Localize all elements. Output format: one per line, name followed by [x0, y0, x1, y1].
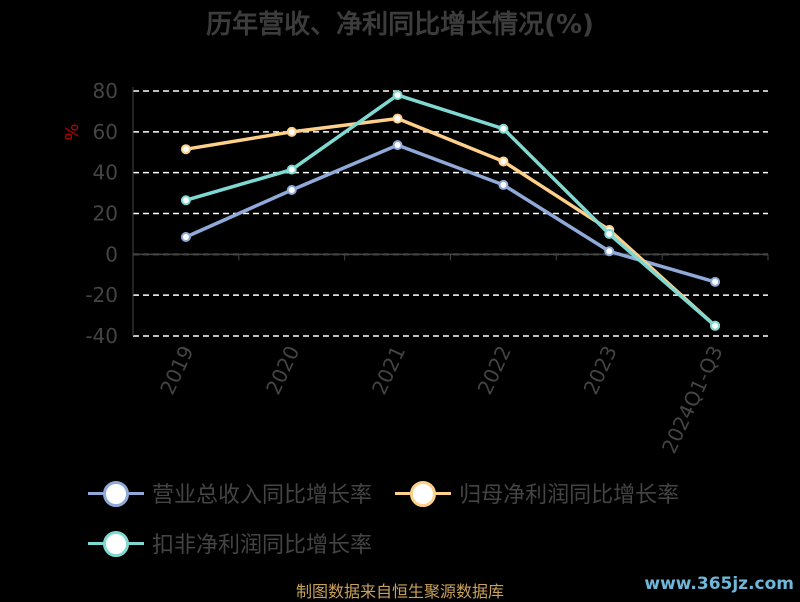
y-tick-label: 0 — [105, 242, 118, 266]
legend-swatch-deducted-profit — [88, 528, 144, 558]
y-tick-label: 80 — [93, 79, 118, 103]
legend-dot — [103, 481, 129, 507]
data-point — [180, 195, 191, 206]
legend-label-revenue: 营业总收入同比增长率 — [152, 483, 373, 508]
data-point — [286, 126, 297, 137]
legend-item-deducted-profit[interactable]: 扣非净利润同比增长率 — [88, 528, 372, 558]
data-point — [286, 164, 297, 175]
y-tick-label: -40 — [85, 324, 118, 348]
data-point — [710, 276, 721, 287]
data-point — [392, 140, 403, 151]
data-point — [604, 246, 615, 257]
y-tick-label: 40 — [93, 161, 118, 185]
legend: 营业总收入同比增长率 归母净利润同比增长率 扣非净利润同比增长率 — [88, 478, 768, 578]
data-point — [392, 90, 403, 101]
x-tick-label: 2021 — [367, 342, 410, 398]
data-point — [710, 320, 721, 331]
chart-title: 历年营收、净利同比增长情况(%) — [206, 10, 594, 40]
y-axis-unit-label: % — [62, 123, 83, 140]
legend-swatch-revenue — [88, 478, 144, 508]
y-tick-label: 60 — [93, 120, 118, 144]
series-line — [185, 93, 717, 328]
data-point — [286, 185, 297, 196]
data-point — [180, 144, 191, 155]
data-point — [498, 156, 509, 167]
series-line — [185, 143, 716, 284]
data-point — [180, 231, 191, 242]
y-tick-label: -20 — [85, 283, 118, 307]
legend-dot — [410, 481, 437, 507]
legend-dot — [103, 531, 129, 557]
data-point — [604, 228, 615, 239]
data-source-note: 制图数据来自恒生聚源数据库 — [295, 582, 504, 601]
legend-item-revenue[interactable]: 营业总收入同比增长率 — [88, 478, 372, 508]
watermark: www.365jz.com — [644, 574, 794, 594]
legend-label-deducted-profit: 扣非净利润同比增长率 — [152, 533, 373, 558]
data-point — [498, 123, 509, 134]
legend-label-net-profit: 归母净利润同比增长率 — [459, 483, 680, 508]
x-tick-label: 2023 — [579, 342, 622, 398]
legend-item-net-profit[interactable]: 归母净利润同比增长率 — [395, 478, 679, 508]
data-point — [392, 113, 403, 124]
x-tick-label: 2024Q1-Q3 — [657, 342, 728, 457]
series-line — [185, 116, 717, 328]
legend-swatch-net-profit — [395, 478, 452, 508]
x-tick-label: 2022 — [473, 342, 516, 398]
x-tick-label: 2019 — [155, 342, 198, 398]
x-tick-label: 2020 — [261, 342, 304, 398]
data-point — [498, 179, 509, 190]
y-tick-label: 20 — [93, 202, 118, 226]
